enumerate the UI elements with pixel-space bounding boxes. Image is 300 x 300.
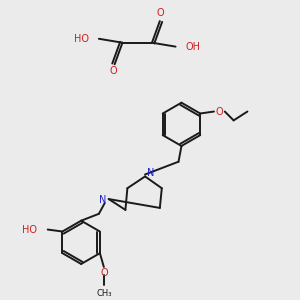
Text: O: O — [110, 66, 117, 76]
Text: O: O — [156, 8, 164, 18]
Text: O: O — [100, 268, 108, 278]
Text: N: N — [147, 167, 155, 178]
Text: CH₃: CH₃ — [96, 289, 112, 298]
Text: OH: OH — [185, 42, 200, 52]
Text: HO: HO — [74, 34, 89, 44]
Text: HO: HO — [22, 224, 37, 235]
Text: N: N — [99, 195, 106, 205]
Text: O: O — [215, 106, 223, 116]
